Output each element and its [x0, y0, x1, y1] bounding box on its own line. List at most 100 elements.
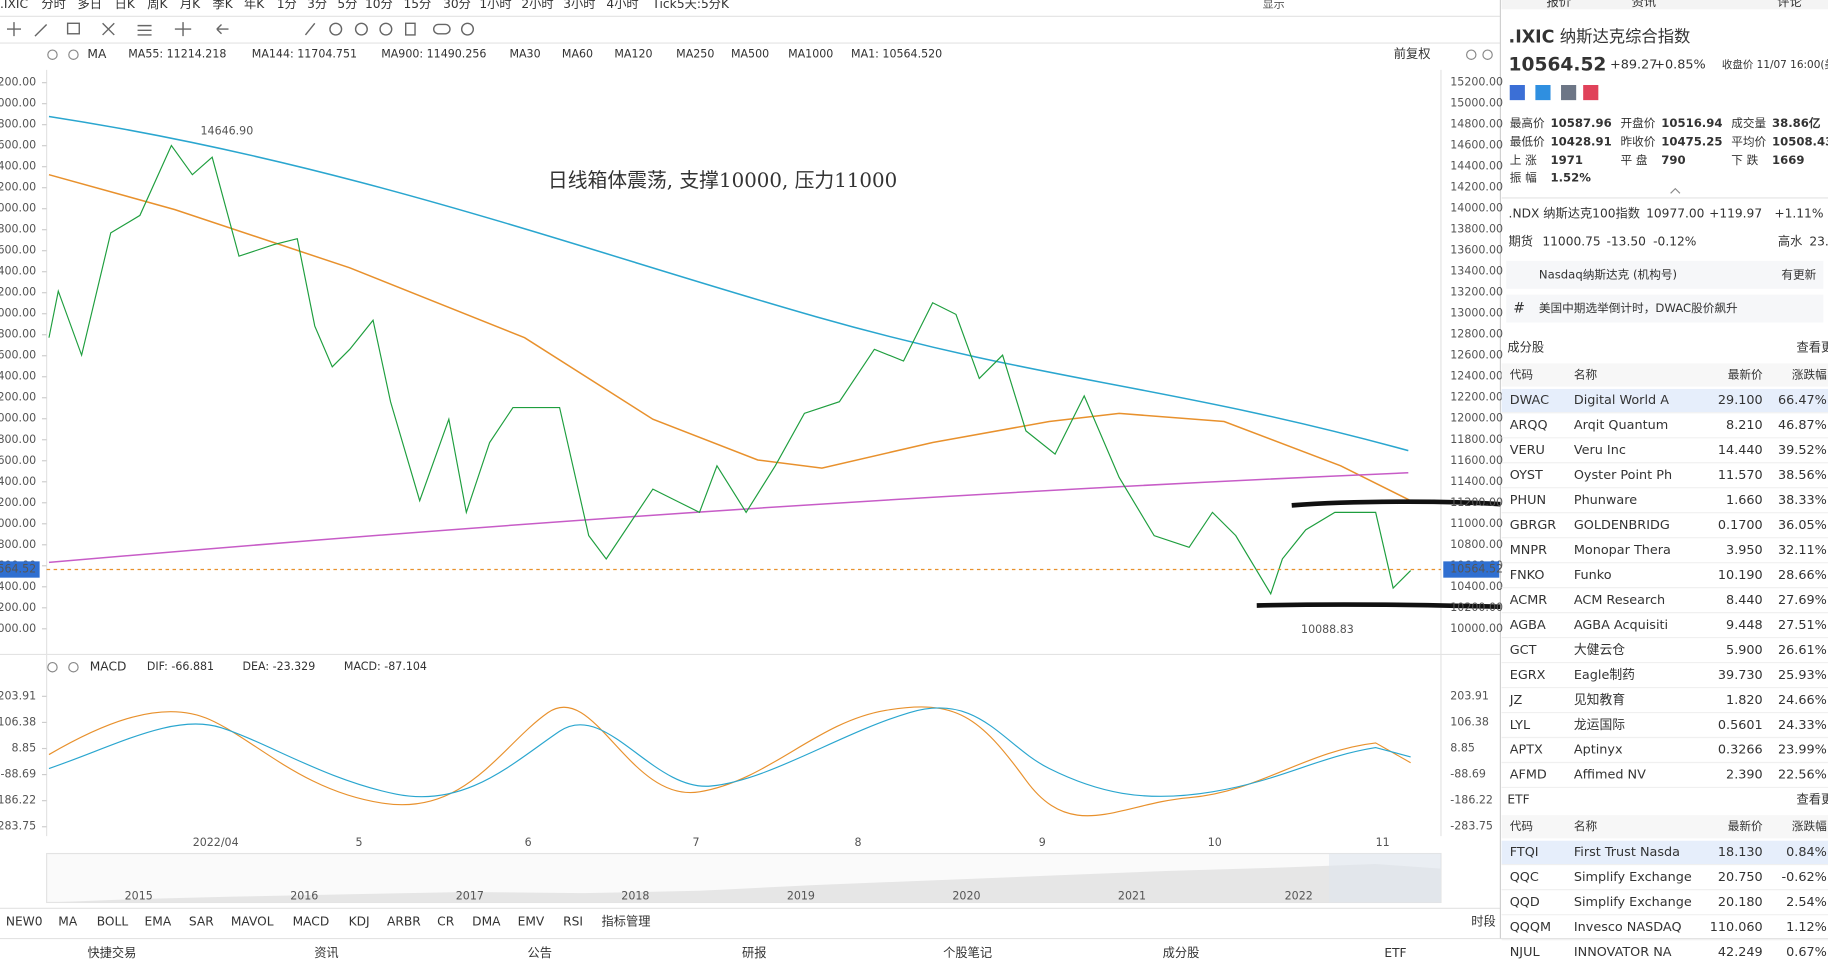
- table-cell[interactable]: Eagle制药: [1574, 668, 1635, 683]
- period-tab[interactable]: Tick: [651, 0, 677, 11]
- quote-icons[interactable]: [1509, 85, 1599, 101]
- indicator-tab[interactable]: ARBR: [387, 915, 421, 929]
- table-cell[interactable]: Digital World A: [1574, 393, 1669, 408]
- table-cell[interactable]: NJUL: [1510, 945, 1541, 960]
- news-card[interactable]: [1506, 260, 1824, 289]
- drawing-tools[interactable]: [6, 22, 475, 37]
- indicator-tab[interactable]: BOLL: [97, 915, 129, 929]
- table-cell[interactable]: JZ: [1509, 693, 1523, 708]
- indicator-tab[interactable]: DMA: [472, 915, 501, 929]
- indicator-tab[interactable]: RSI: [563, 915, 583, 929]
- table-cell[interactable]: Veru Inc: [1574, 443, 1626, 458]
- table-cell[interactable]: AGBA Acquisiti: [1574, 618, 1668, 633]
- etf-more[interactable]: 查看更多: [1797, 792, 1828, 806]
- period-tab[interactable]: 10分: [365, 0, 393, 11]
- panel-tab[interactable]: 报价: [1546, 0, 1570, 9]
- table-cell[interactable]: ARQQ: [1510, 418, 1548, 433]
- indicator-tab[interactable]: MA: [58, 915, 78, 929]
- period-tab[interactable]: 多日: [78, 0, 102, 11]
- period-tab[interactable]: 3分: [307, 0, 327, 11]
- table-cell[interactable]: Funko: [1574, 568, 1612, 583]
- period-tab[interactable]: 年K: [244, 0, 265, 11]
- index-name[interactable]: .NDX 纳斯达克100指数: [1509, 206, 1640, 221]
- overview-window[interactable]: [1329, 853, 1441, 903]
- table-cell[interactable]: EGRX: [1510, 668, 1546, 683]
- table-cell[interactable]: OYST: [1510, 468, 1543, 483]
- table-cell[interactable]: Invesco NASDAQ: [1574, 920, 1682, 935]
- news-card[interactable]: [1506, 294, 1824, 323]
- table-cell[interactable]: FNKO: [1510, 568, 1545, 583]
- bottom-tab[interactable]: 快捷交易: [87, 945, 136, 960]
- indicator-tab[interactable]: NEW0: [6, 915, 43, 929]
- panel-tab[interactable]: 资讯: [1632, 0, 1656, 9]
- table-cell[interactable]: GCT: [1510, 643, 1537, 658]
- table-cell[interactable]: VERU: [1510, 443, 1545, 458]
- indicator-tab[interactable]: CR: [437, 915, 455, 929]
- period-tab[interactable]: 1小时: [479, 0, 511, 11]
- news-source[interactable]: Nasdaq纳斯达克 (机构号): [1539, 267, 1677, 281]
- time-period[interactable]: 时段: [1471, 914, 1495, 929]
- bottom-tab[interactable]: 个股笔记: [943, 945, 992, 960]
- table-cell[interactable]: QQQM: [1510, 920, 1551, 935]
- table-cell[interactable]: Affimed NV: [1574, 768, 1646, 783]
- table-cell[interactable]: Simplify Exchange: [1574, 870, 1692, 885]
- period-tab[interactable]: 周K: [147, 0, 168, 11]
- indicator-tab[interactable]: SAR: [189, 915, 214, 929]
- period-tab[interactable]: 15分: [403, 0, 431, 11]
- bottom-tab[interactable]: 资讯: [314, 946, 338, 960]
- collapse-arrow[interactable]: [1670, 187, 1681, 194]
- indicator-tab[interactable]: MAVOL: [231, 915, 274, 929]
- period-tab[interactable]: 1分: [277, 0, 297, 11]
- table-cell[interactable]: AFMD: [1510, 768, 1547, 783]
- table-cell[interactable]: APTX: [1510, 743, 1543, 758]
- table-cell[interactable]: First Trust Nasda: [1574, 845, 1680, 860]
- indicator-tab[interactable]: 指标管理: [602, 914, 651, 929]
- table-cell[interactable]: Aptinyx: [1574, 743, 1623, 758]
- indicator-tab[interactable]: KDJ: [349, 915, 370, 929]
- indicator-tab[interactable]: MACD: [293, 915, 330, 929]
- period-tab[interactable]: .IXIC: [0, 0, 28, 11]
- table-cell[interactable]: INNOVATOR NA: [1574, 945, 1672, 960]
- period-tab[interactable]: 季K: [213, 0, 234, 11]
- bottom-tab[interactable]: 成分股: [1163, 946, 1200, 960]
- indicator-tab[interactable]: EMA: [145, 915, 172, 929]
- period-tab[interactable]: 5分: [337, 0, 357, 11]
- news-headline[interactable]: 美国中期选举倒计时，DWAC股价飙升: [1539, 301, 1738, 315]
- display-button[interactable]: 显示: [1263, 0, 1285, 11]
- settings-icons[interactable]: [47, 49, 1493, 673]
- table-cell[interactable]: LYL: [1510, 718, 1531, 733]
- constituents-more[interactable]: 查看更多: [1797, 341, 1828, 355]
- period-tab[interactable]: 月K: [180, 0, 201, 11]
- table-cell[interactable]: 大健云仓: [1574, 643, 1625, 658]
- table-cell[interactable]: Phunware: [1574, 493, 1637, 508]
- table-cell[interactable]: Arqit Quantum: [1574, 418, 1668, 433]
- table-cell[interactable]: 见知教育: [1574, 692, 1625, 708]
- table-cell[interactable]: AGBA: [1510, 618, 1546, 633]
- table-cell[interactable]: 龙运国际: [1574, 718, 1625, 733]
- period-tab[interactable]: 2小时: [521, 0, 553, 11]
- table-cell[interactable]: ACMR: [1510, 593, 1548, 608]
- table-cell[interactable]: FTQI: [1510, 845, 1539, 860]
- bottom-tab[interactable]: ETF: [1384, 946, 1406, 960]
- adjust-button[interactable]: 前复权: [1394, 46, 1431, 61]
- bottom-tab[interactable]: 研报: [742, 945, 766, 960]
- table-cell[interactable]: GOLDENBRIDG: [1574, 518, 1670, 533]
- period-tab[interactable]: 日K: [115, 0, 136, 11]
- table-cell[interactable]: GBRGR: [1510, 518, 1557, 533]
- period-tab[interactable]: 3小时: [563, 0, 595, 11]
- period-tab[interactable]: 30分: [443, 0, 471, 11]
- indicator-tab[interactable]: EMV: [518, 915, 545, 929]
- table-cell[interactable]: PHUN: [1510, 493, 1546, 508]
- period-tab[interactable]: 分时: [41, 0, 65, 11]
- table-cell[interactable]: DWAC: [1510, 393, 1549, 408]
- table-cell[interactable]: Simplify Exchange: [1574, 895, 1692, 910]
- table-cell[interactable]: ACM Research: [1574, 593, 1665, 608]
- table-cell[interactable]: QQD: [1510, 895, 1540, 910]
- table-cell[interactable]: QQC: [1510, 870, 1539, 885]
- table-cell[interactable]: Monopar Thera: [1574, 543, 1671, 558]
- bottom-tab[interactable]: 公告: [528, 946, 552, 960]
- period-tab[interactable]: 4小时: [606, 0, 638, 11]
- table-cell[interactable]: Oyster Point Ph: [1574, 468, 1672, 483]
- panel-tab[interactable]: 评论: [1777, 0, 1801, 9]
- period-tab[interactable]: 5天:5分K: [677, 0, 730, 11]
